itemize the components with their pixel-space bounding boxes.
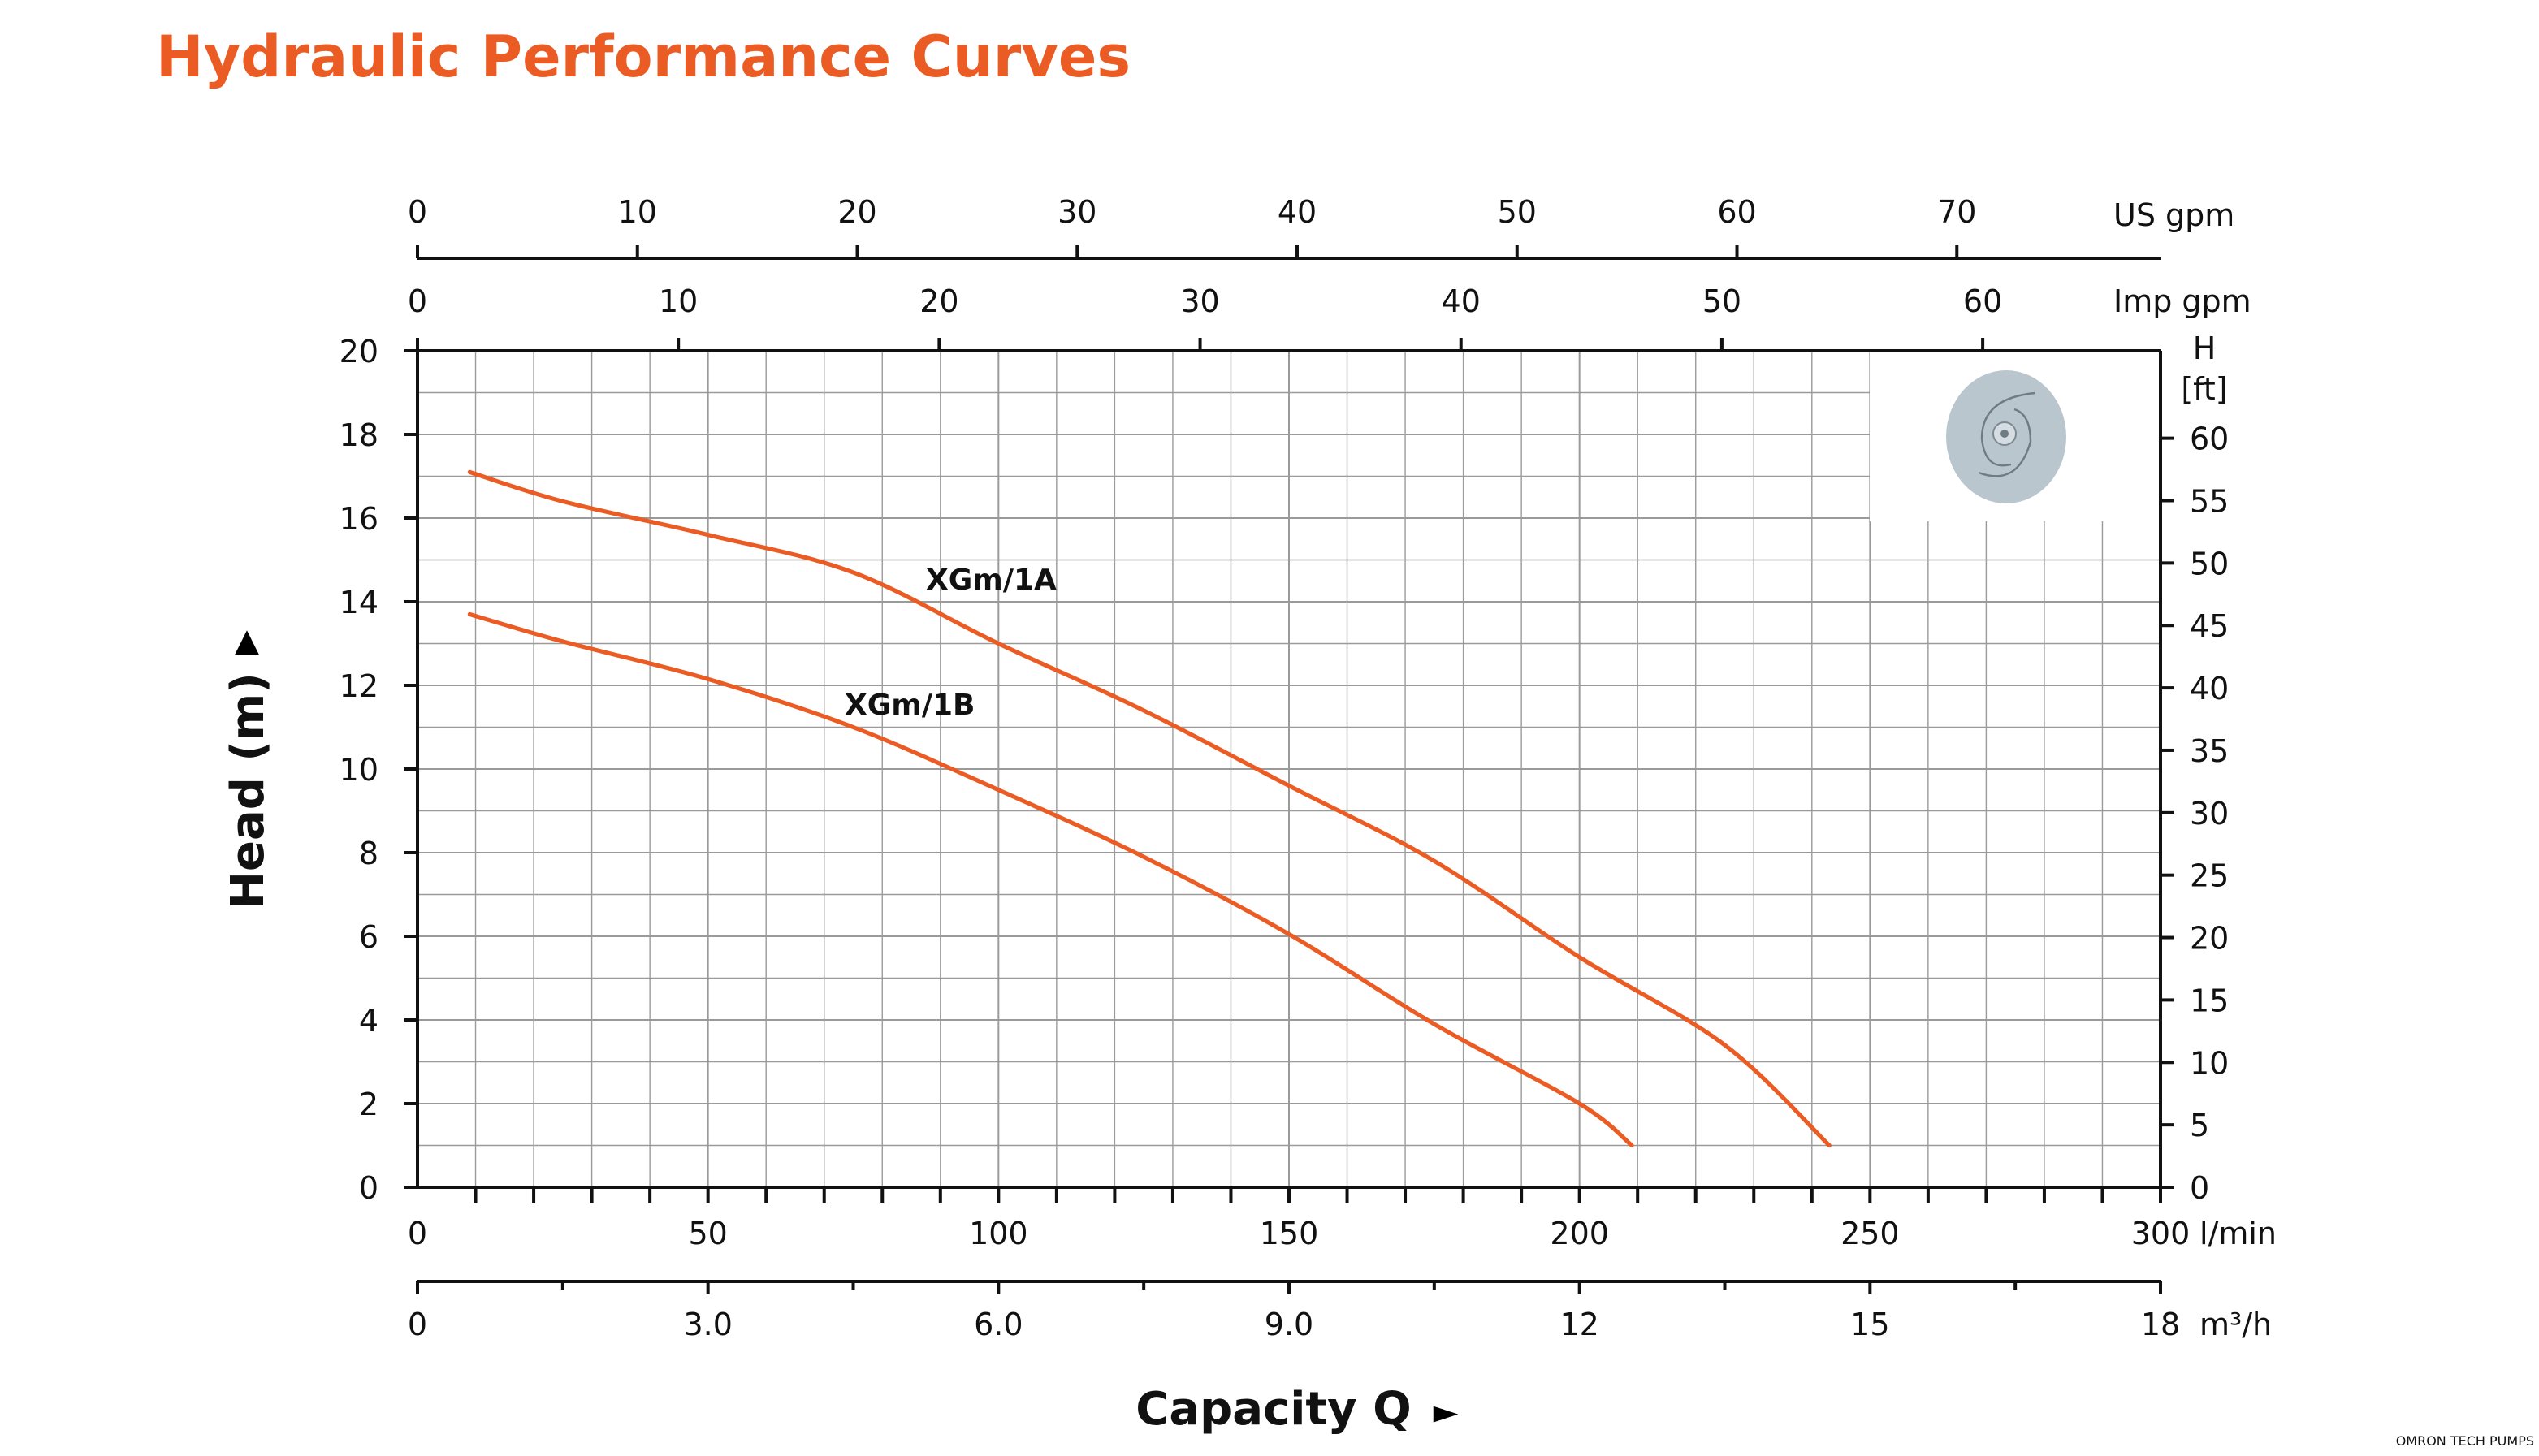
y-axis-arrow-icon: ▲	[235, 622, 260, 659]
y-tick-label: 0	[359, 1170, 378, 1206]
ft-tick-label: 15	[2190, 983, 2229, 1018]
us-gpm-tick-label: 50	[1498, 194, 1537, 230]
ft-unit-label: [ft]	[2181, 371, 2227, 407]
m3h-tick-label: 18	[2141, 1307, 2180, 1342]
y-tick-label: 6	[359, 919, 378, 955]
y-tick-label: 10	[340, 752, 378, 788]
ft-tick-label: 55	[2190, 483, 2229, 519]
us-gpm-tick-label: 70	[1937, 194, 1976, 230]
x-tick-label: 100	[969, 1216, 1028, 1251]
ft-tick-label: 40	[2190, 671, 2229, 706]
ft-tick-label: 20	[2190, 921, 2229, 957]
imp-gpm-tick-label: 20	[919, 283, 958, 319]
curve-xgm-1a	[467, 469, 1832, 1148]
y-tick-label: 20	[340, 334, 378, 369]
pump-impeller-image	[1870, 352, 2161, 521]
y-tick-label: 12	[340, 668, 378, 704]
us-gpm-tick-label: 0	[408, 194, 427, 230]
x-tick-label: 50	[688, 1216, 727, 1251]
m3h-unit-label: m³/h	[2199, 1307, 2272, 1342]
imp-gpm-tick-label: 60	[1963, 283, 2002, 319]
x-axis-arrow-icon: ►	[1434, 1393, 1459, 1431]
x-tick-label: 200	[1550, 1216, 1609, 1251]
curves	[467, 469, 1832, 1148]
imp-gpm-tick-label: 30	[1180, 283, 1219, 319]
x-tick-label: 250	[1840, 1216, 1900, 1251]
m3h-tick-label: 3.0	[683, 1307, 732, 1342]
ft-tick-label: 60	[2190, 421, 2229, 457]
ft-tick-label: 25	[2190, 858, 2229, 894]
ft-tick-label: 50	[2190, 546, 2229, 581]
us-gpm-tick-label: 30	[1058, 194, 1096, 230]
series-label-xgm-1b: XGm/1B	[845, 689, 975, 722]
y-tick-label: 14	[340, 585, 378, 620]
imp-gpm-tick-label: 0	[408, 283, 427, 319]
y-tick-label: 8	[359, 836, 378, 871]
y-tick-label: 2	[359, 1087, 378, 1122]
y-axis-title: Head (m)	[222, 672, 275, 909]
axes: 0246810121416182005101520253035404550556…	[340, 194, 2277, 1342]
brand-footer: OMRON TECH PUMPS	[2396, 1433, 2534, 1449]
ft-tick-label: 10	[2190, 1045, 2229, 1081]
impeller-vane	[1980, 391, 2036, 467]
us-gpm-tick-label: 10	[618, 194, 657, 230]
impeller-bore	[2000, 430, 2009, 438]
m3h-tick-label: 0	[408, 1307, 427, 1342]
ft-unit-label: H	[2193, 331, 2217, 366]
imp-gpm-tick-label: 10	[659, 283, 698, 319]
y-tick-label: 4	[359, 1003, 378, 1039]
y-tick-label: 18	[340, 417, 378, 453]
ft-tick-label: 30	[2190, 796, 2229, 832]
ft-tick-label: 45	[2190, 608, 2229, 644]
x-tick-label: 150	[1260, 1216, 1319, 1251]
x-tick-label: 300	[2131, 1216, 2191, 1251]
us-gpm-tick-label: 40	[1278, 194, 1317, 230]
m3h-tick-label: 9.0	[1265, 1307, 1313, 1342]
impeller-vane	[1978, 408, 2032, 477]
x-unit-label: l/min	[2199, 1216, 2277, 1251]
series-label-xgm-1a: XGm/1A	[926, 564, 1057, 597]
m3h-tick-label: 6.0	[974, 1307, 1023, 1342]
curve-xgm-1b	[467, 611, 1634, 1148]
ft-tick-label: 5	[2190, 1108, 2209, 1143]
us-gpm-tick-label: 20	[837, 194, 876, 230]
us-gpm-tick-label: 60	[1717, 194, 1756, 230]
ft-tick-label: 35	[2190, 733, 2229, 769]
ft-tick-label: 0	[2190, 1170, 2209, 1206]
imp-gpm-tick-label: 50	[1702, 283, 1741, 319]
m3h-tick-label: 15	[1850, 1307, 1889, 1342]
x-tick-label: 0	[408, 1216, 427, 1251]
imp-gpm-unit-label: Imp gpm	[2113, 283, 2251, 319]
x-axis-title: Capacity Q	[1135, 1383, 1412, 1436]
y-tick-label: 16	[340, 501, 378, 537]
m3h-tick-label: 12	[1559, 1307, 1598, 1342]
chart-title: Hydraulic Performance Curves	[156, 24, 1131, 90]
imp-gpm-tick-label: 40	[1442, 283, 1481, 319]
us-gpm-unit-label: US gpm	[2113, 197, 2234, 233]
